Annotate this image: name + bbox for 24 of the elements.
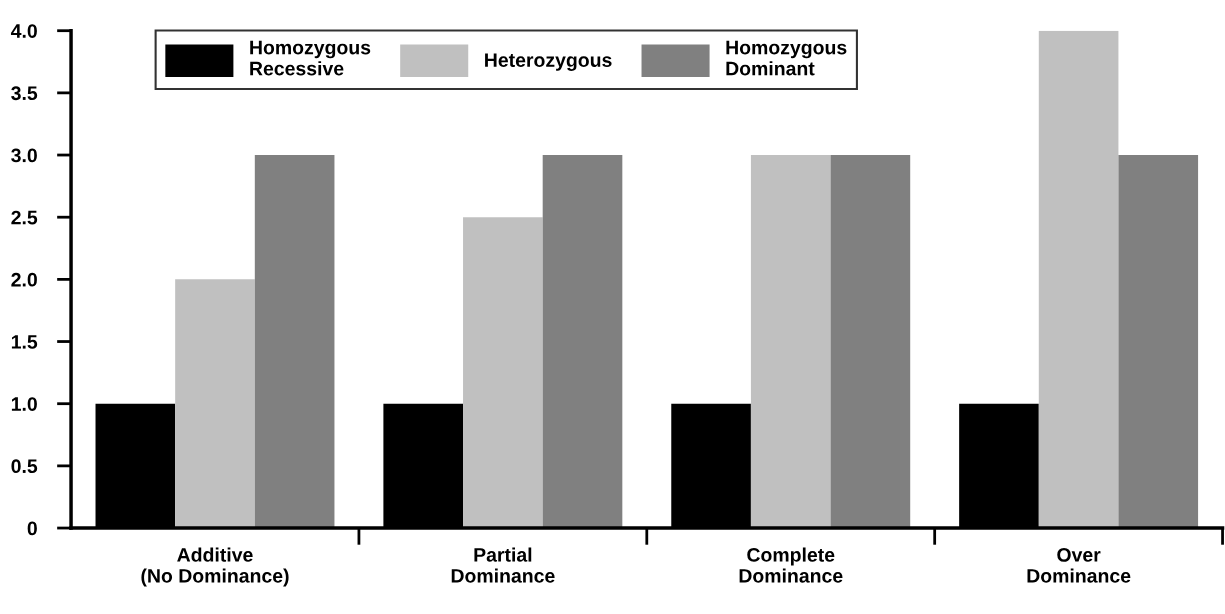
bar xyxy=(542,155,623,529)
legend-label: Heterozygous xyxy=(485,53,612,71)
bar xyxy=(175,279,255,529)
bar xyxy=(1038,30,1119,529)
y-tick-label: 3.0 xyxy=(11,148,37,163)
y-tick-label: 0 xyxy=(27,521,37,536)
bar xyxy=(750,155,831,529)
y-tick-label: 4.0 xyxy=(10,24,37,38)
y-tick-label: 0.5 xyxy=(11,459,38,474)
bar xyxy=(1118,155,1199,529)
y-tick-label: 2.5 xyxy=(11,210,38,225)
y-tick-label: 3.5 xyxy=(11,86,38,101)
legend-label: Homozygous Dominant xyxy=(726,40,847,76)
bar xyxy=(254,155,335,529)
bar xyxy=(830,155,911,529)
x-tick-label: Complete Dominance xyxy=(739,547,843,583)
x-tick-label: Partial Dominance xyxy=(451,547,555,583)
x-tick-label: Over Dominance xyxy=(1027,548,1131,583)
x-tick-label: Additive (No Dominance) xyxy=(141,547,289,587)
y-tick-label: 1.0 xyxy=(11,397,37,411)
legend-label: Homozygous Recessive xyxy=(250,40,371,76)
bar xyxy=(463,217,543,529)
y-tick-label: 1.5 xyxy=(11,335,38,349)
y-tick-label: 2.0 xyxy=(11,272,37,287)
